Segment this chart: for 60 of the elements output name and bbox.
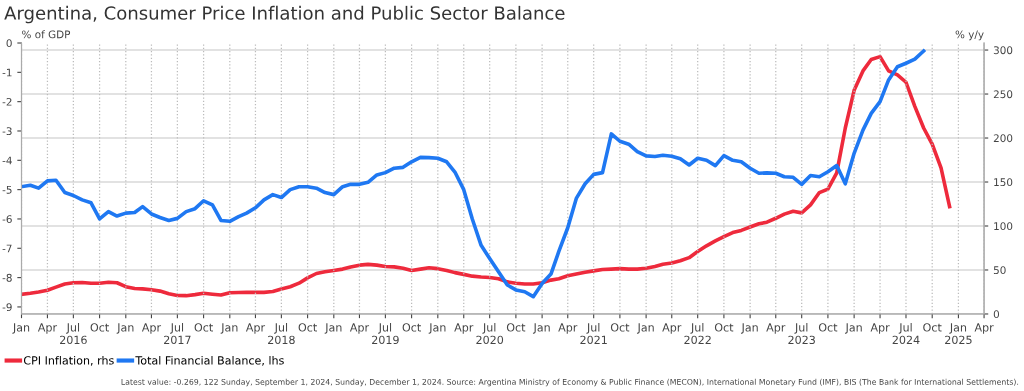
x-tick-label: Jan	[12, 323, 30, 334]
y2-tick-label: 100	[994, 222, 1013, 231]
x-tick-label: Oct	[714, 323, 734, 332]
y-tick-label: -3	[2, 127, 12, 136]
y-tick-label: -6	[2, 215, 12, 224]
x-tick-label: Jan	[532, 323, 550, 334]
x-tick-label: Oct	[194, 323, 213, 332]
y2-tick-label: 300	[993, 46, 1013, 55]
x-tick-label: Apr	[662, 323, 682, 334]
x-tick-label: Apr	[349, 323, 370, 334]
y-tick-label: -5	[2, 186, 12, 194]
legend-label: Total Financial Balance, lhs	[135, 355, 284, 366]
y-tick-label: -2	[2, 97, 12, 106]
x-tick-label: Oct	[610, 323, 630, 332]
y2-tick-label: 0	[993, 310, 1000, 319]
x-tick-label: Apr	[558, 323, 578, 334]
x-tick-label: Jan	[324, 323, 342, 334]
x-tick-label: Apr	[454, 323, 474, 334]
y2-axis-title: % y/y	[955, 30, 984, 41]
y2-tick-label: 150	[994, 178, 1013, 187]
x-tick-label: Jul 2019	[372, 323, 399, 345]
x-tick-label: Jul 2017	[164, 323, 191, 345]
x-tick-label: Apr	[245, 323, 266, 334]
x-tick-label: Oct	[402, 323, 421, 332]
y2-tick-label: 50	[993, 266, 1006, 275]
x-tick-label: Jul 2020	[476, 323, 504, 345]
x-tick-label: Oct	[818, 323, 838, 332]
x-tick-label: Jan	[844, 323, 862, 334]
x-tick-label: Jan	[740, 323, 758, 334]
x-tick-label: Jul 2023	[788, 323, 815, 345]
x-tick-label: Jul 2022	[684, 323, 711, 345]
x-tick-label: Jul 2016	[60, 323, 87, 345]
x-tick-label: Apr	[974, 323, 994, 334]
x-tick-label: Jan	[116, 323, 134, 334]
x-tick-label: Oct	[923, 323, 942, 332]
x-tick-label: Jan	[636, 323, 654, 334]
x-tick-label: Jan	[220, 323, 238, 334]
chart-title: Argentina, Consumer Price Inflation and Public Sector Balance	[4, 5, 565, 24]
x-tick-label: Jan	[428, 323, 446, 334]
y-axis-title: % of GDP	[22, 30, 71, 39]
y2-tick-label: 200	[993, 134, 1013, 143]
y2-tick-label: 250	[993, 90, 1013, 99]
x-tick-label: Jul 2021	[580, 323, 607, 345]
x-tick-label: Apr	[141, 323, 162, 334]
x-tick-label: Oct	[298, 323, 317, 332]
y-tick-label: -4	[2, 156, 12, 165]
y-tick-label: -1	[2, 68, 12, 77]
y-tick-label: 0	[6, 39, 12, 48]
x-tick-label: Jan 2025	[945, 323, 972, 345]
x-tick-label: Jul 2024	[892, 323, 920, 345]
legend-label: CPI Inflation, rhs	[23, 355, 114, 366]
y-tick-label: -7	[2, 244, 12, 253]
x-tick-label: Apr	[37, 323, 58, 334]
y-tick-label: -9	[2, 303, 12, 312]
x-tick-label: Apr	[766, 323, 786, 334]
x-tick-label: Oct	[506, 323, 526, 332]
x-tick-label: Apr	[870, 323, 890, 334]
x-tick-label: Oct	[90, 323, 109, 332]
x-tick-label: Jul 2018	[268, 323, 295, 345]
y-tick-label: -8	[2, 273, 12, 282]
